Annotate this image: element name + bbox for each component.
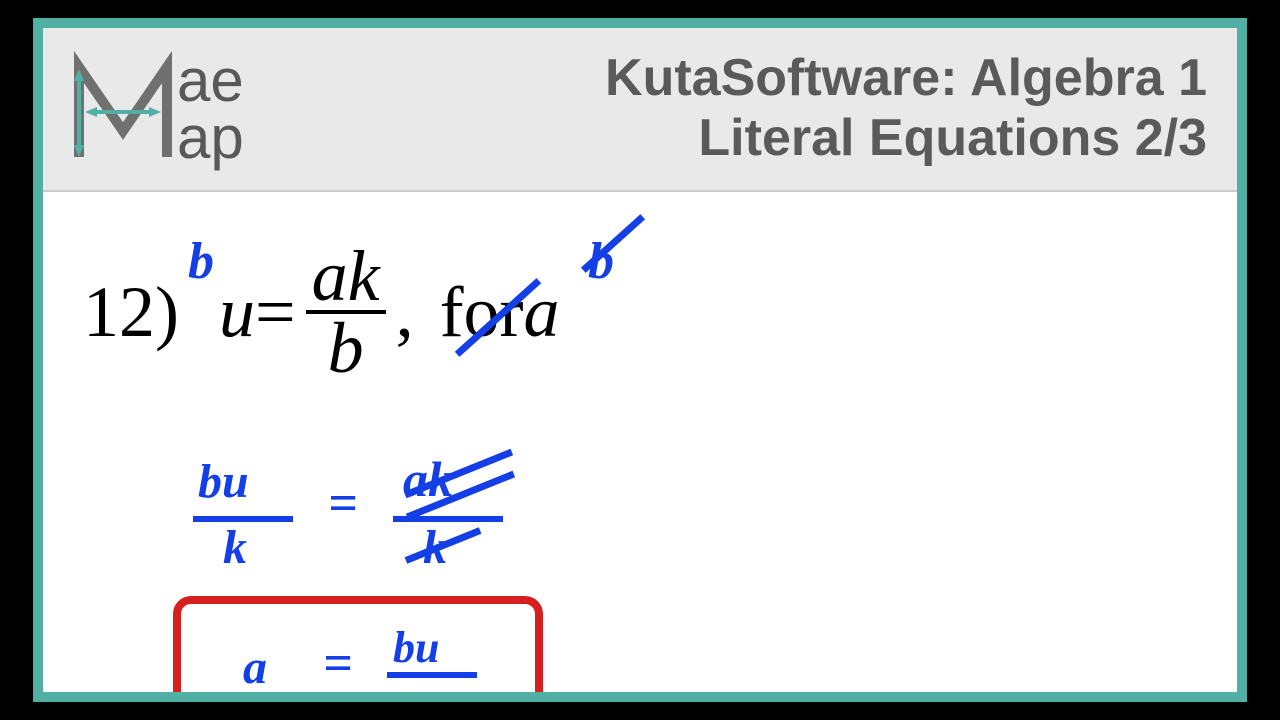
title-area: KutaSoftware: Algebra 1 Literal Equation… bbox=[605, 49, 1207, 169]
var-u: u bbox=[219, 271, 255, 354]
handwritten-b-left: b bbox=[188, 232, 214, 291]
logo-text: ae ap bbox=[177, 52, 244, 166]
answer-box bbox=[173, 596, 543, 702]
title-line-1: KutaSoftware: Algebra 1 bbox=[605, 49, 1207, 109]
logo-row1: ae bbox=[177, 52, 244, 109]
problem-text: 12) u = ak b , for a bbox=[83, 242, 560, 383]
answer-bar bbox=[387, 672, 477, 678]
equals-sign: = bbox=[255, 271, 296, 354]
logo-row2: ap bbox=[177, 109, 244, 166]
fraction: ak b bbox=[306, 242, 386, 383]
slide-frame: ae ap KutaSoftware: Algebra 1 Literal Eq… bbox=[33, 18, 1247, 702]
answer-equals: = bbox=[323, 634, 353, 693]
content-area: 12) u = ak b , for a b b bu k = ak k bbox=[43, 192, 1237, 692]
answer-bu: bu bbox=[393, 622, 439, 673]
answer-a: a bbox=[243, 640, 267, 695]
step1-k-left: k bbox=[223, 520, 247, 575]
step1-bar-left bbox=[193, 516, 293, 522]
comma: , bbox=[396, 271, 414, 354]
for-text: for bbox=[440, 271, 524, 354]
title-line-2: Literal Equations 2/3 bbox=[605, 109, 1207, 169]
problem-number: 12) bbox=[83, 271, 179, 354]
logo: ae ap bbox=[63, 49, 244, 169]
denominator: b bbox=[322, 314, 370, 382]
step1-bu: bu bbox=[198, 454, 249, 509]
step1-equals: = bbox=[328, 474, 358, 533]
slide-header: ae ap KutaSoftware: Algebra 1 Literal Eq… bbox=[43, 28, 1237, 192]
numerator: ak bbox=[306, 242, 386, 310]
logo-m-icon bbox=[63, 49, 183, 169]
